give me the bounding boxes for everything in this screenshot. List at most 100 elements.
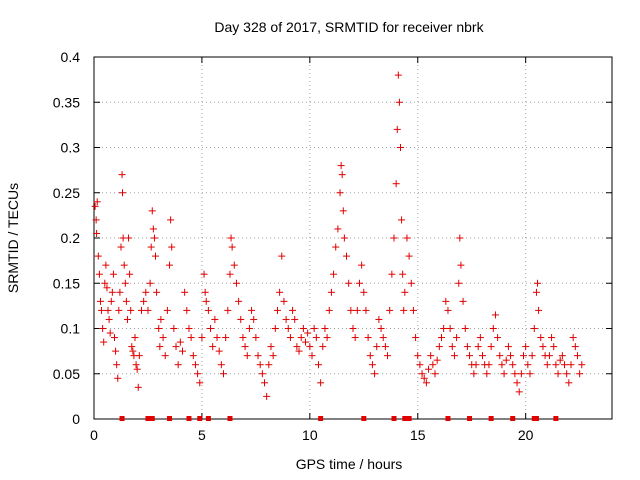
data-point — [93, 229, 101, 237]
data-point — [440, 325, 448, 332]
data-point — [235, 297, 243, 305]
data-point — [396, 144, 404, 151]
data-point — [511, 370, 519, 378]
data-point — [522, 343, 530, 351]
data-point — [122, 297, 130, 305]
data-point — [364, 334, 372, 342]
data-point — [92, 216, 100, 224]
data-point — [479, 352, 486, 360]
data-point — [276, 288, 284, 296]
data-point — [147, 243, 155, 251]
data-point — [339, 207, 347, 215]
data-point — [304, 329, 312, 337]
data-point — [379, 334, 387, 342]
data-point — [561, 361, 569, 369]
zero-marker — [186, 416, 192, 421]
data-point — [388, 270, 396, 278]
data-point — [258, 370, 266, 378]
data-point — [569, 334, 577, 342]
data-point — [159, 334, 167, 342]
data-point — [239, 334, 247, 342]
data-point — [552, 361, 560, 369]
data-point — [150, 234, 158, 242]
data-point — [368, 361, 376, 369]
data-point — [500, 370, 508, 378]
data-point — [267, 343, 275, 351]
data-point — [407, 279, 415, 287]
data-point — [118, 171, 126, 179]
data-point — [297, 334, 305, 342]
data-point — [256, 361, 264, 369]
data-point — [226, 270, 234, 278]
data-point — [435, 343, 443, 351]
data-point — [168, 243, 176, 251]
data-point — [191, 361, 199, 369]
data-point — [422, 379, 430, 387]
data-point — [153, 288, 161, 296]
data-point — [99, 325, 107, 332]
data-point — [323, 334, 331, 342]
data-point — [576, 370, 584, 378]
y-tick-label: 0.05 — [53, 366, 80, 382]
data-point — [431, 370, 439, 378]
data-point — [228, 243, 236, 251]
data-point — [109, 270, 117, 278]
data-point — [414, 352, 422, 360]
x-axis-label: GPS time / hours — [296, 456, 403, 472]
data-point — [548, 334, 556, 342]
y-axis-label: SRMTID / TECUs — [5, 183, 21, 293]
data-point — [330, 270, 338, 278]
data-point — [491, 311, 499, 319]
data-point — [211, 315, 219, 323]
data-point — [265, 361, 273, 369]
x-tick-label: 15 — [410, 427, 426, 443]
zero-marker — [318, 416, 324, 421]
data-point — [170, 325, 178, 332]
x-tick-label: 20 — [518, 427, 534, 443]
x-tick-label: 5 — [198, 427, 206, 443]
data-point — [167, 216, 175, 224]
data-point — [241, 343, 249, 351]
data-point — [116, 288, 124, 296]
data-point — [91, 202, 99, 210]
data-point — [125, 234, 133, 242]
data-point — [563, 370, 571, 378]
data-point — [453, 334, 461, 342]
data-point — [306, 343, 314, 351]
data-point — [338, 171, 346, 179]
data-point — [155, 325, 163, 332]
data-point — [129, 347, 137, 355]
data-point — [278, 252, 286, 260]
data-point — [571, 343, 579, 351]
data-point — [351, 334, 359, 342]
zero-marker — [149, 416, 155, 421]
data-point — [394, 71, 402, 79]
data-point — [148, 207, 156, 215]
data-point — [392, 180, 400, 188]
data-point — [126, 270, 134, 278]
data-point — [273, 306, 281, 314]
data-point — [181, 288, 189, 296]
data-point — [375, 315, 383, 323]
data-point — [543, 361, 551, 369]
data-point — [400, 306, 408, 314]
data-point — [504, 343, 512, 351]
data-point — [337, 162, 345, 170]
data-point — [172, 343, 180, 351]
data-point — [220, 370, 227, 378]
y-tick-label: 0.1 — [61, 321, 81, 337]
y-tick-label: 0.3 — [61, 140, 81, 156]
data-point — [485, 361, 493, 369]
data-point — [457, 261, 465, 269]
data-point — [189, 352, 197, 360]
data-point — [556, 356, 564, 364]
data-point — [578, 361, 586, 369]
data-point — [152, 252, 160, 260]
data-point — [163, 306, 171, 314]
data-point — [437, 334, 445, 342]
data-point — [248, 306, 256, 314]
data-point — [515, 388, 523, 396]
data-point — [250, 315, 258, 323]
data-point — [291, 315, 299, 323]
data-point — [106, 329, 114, 337]
